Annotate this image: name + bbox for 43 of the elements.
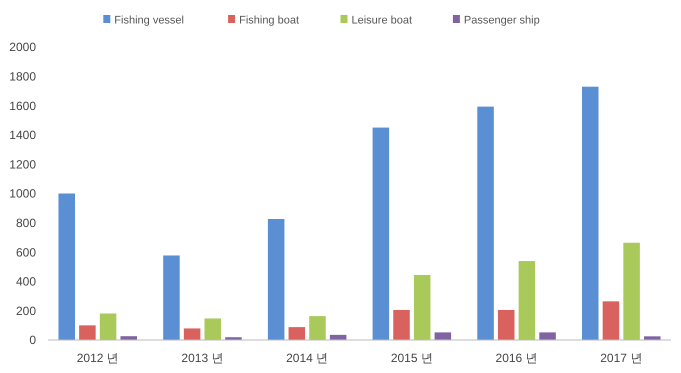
- bar: [268, 218, 284, 340]
- bar: [58, 194, 76, 340]
- bar: [477, 106, 494, 340]
- bar: [434, 332, 452, 340]
- y-tick-label: 1800: [9, 70, 36, 84]
- bar: [518, 261, 536, 340]
- y-tick-label: 400: [16, 274, 36, 289]
- y-tick-label: 600: [16, 245, 36, 260]
- bar: [288, 327, 306, 340]
- bar: [79, 325, 96, 340]
- y-tick-label: 200: [16, 304, 36, 318]
- bar: [163, 255, 180, 340]
- bar: [184, 328, 200, 340]
- legend-label: Leisure boat: [352, 14, 412, 26]
- bar: [582, 86, 599, 340]
- y-tick-label: 1400: [9, 128, 36, 142]
- y-tick-label: 2000: [9, 40, 36, 54]
- bar: [414, 274, 430, 340]
- bar: [623, 242, 640, 340]
- bar: [309, 316, 326, 340]
- legend-label: Fishing vessel: [114, 14, 184, 26]
- bar: [120, 336, 137, 340]
- y-tick-label: 1000: [9, 186, 36, 201]
- bar: [393, 310, 410, 340]
- x-tick-label: 2015 년: [390, 351, 433, 365]
- bar: [204, 318, 222, 340]
- x-tick-label: 2017 년: [600, 351, 642, 365]
- legend-label: Fishing boat: [239, 14, 300, 26]
- bar: [539, 332, 556, 340]
- bar: [100, 313, 116, 340]
- legend-label: Passenger ship: [464, 14, 540, 26]
- y-tick-label: 1200: [9, 157, 36, 172]
- y-tick-label: 800: [16, 216, 36, 230]
- x-tick-label: 2012 년: [76, 351, 119, 365]
- bar: [225, 337, 242, 340]
- y-tick-label: 0: [29, 333, 36, 348]
- x-tick-label: 2016 년: [496, 351, 538, 365]
- bar: [372, 128, 390, 340]
- y-tick-label: 1600: [9, 98, 36, 113]
- x-tick-label: 2014 년: [286, 351, 328, 365]
- bar: [498, 310, 514, 340]
- bar: [602, 301, 620, 340]
- x-tick-label: 2013 년: [181, 351, 224, 365]
